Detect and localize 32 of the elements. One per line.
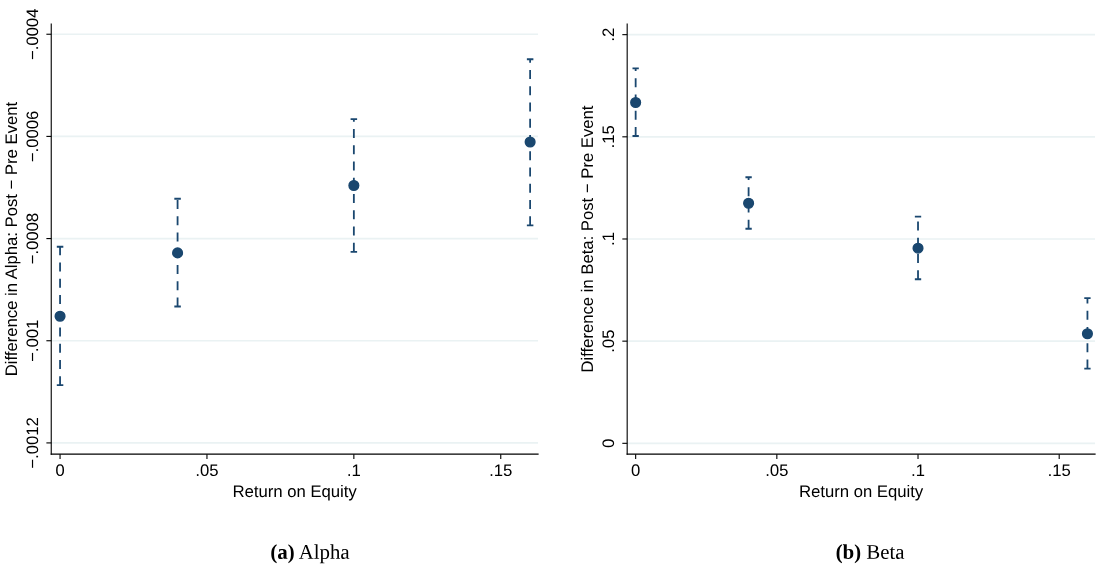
point bbox=[524, 136, 536, 148]
y-tick-label: .05 bbox=[602, 330, 615, 352]
point bbox=[172, 247, 184, 259]
point bbox=[348, 179, 360, 192]
y-axis-title: Difference in Beta: Post − Pre Event bbox=[580, 105, 594, 372]
y-tick-label: −.0006 bbox=[26, 111, 39, 162]
x-axis-title: Return on Equity bbox=[233, 484, 357, 501]
point bbox=[743, 197, 755, 209]
point bbox=[912, 242, 924, 254]
x-tick-label: .05 bbox=[766, 464, 788, 477]
x-tick-label: .05 bbox=[196, 464, 218, 477]
x-tick-label: .1 bbox=[912, 464, 925, 476]
y-tick-label: 0 bbox=[602, 439, 615, 448]
x-tick-label: 0 bbox=[56, 464, 65, 477]
text: (a) Alpha bbox=[271, 544, 350, 564]
x-tick-label: .1 bbox=[348, 464, 360, 476]
x-tick-label: .15 bbox=[490, 464, 512, 477]
text: (b) Beta bbox=[836, 544, 905, 564]
point bbox=[54, 310, 66, 322]
y-tick-label: .1 bbox=[602, 232, 614, 245]
point bbox=[630, 96, 642, 109]
y-axis-title: Difference in Alpha: Post − Pre Event bbox=[4, 102, 21, 375]
y-tick-label: −.0012 bbox=[26, 418, 39, 468]
y-tick-label: −.001 bbox=[26, 320, 39, 362]
y-tick-label: .2 bbox=[602, 28, 614, 41]
y-tick-label: .15 bbox=[602, 125, 615, 147]
x-axis-title: Return on Equity bbox=[800, 484, 924, 501]
x-tick-label: .15 bbox=[1049, 464, 1071, 477]
y-tick-label: −.0004 bbox=[26, 9, 39, 60]
point bbox=[1081, 328, 1093, 340]
y-tick-label: −.0008 bbox=[26, 213, 39, 264]
x-tick-label: 0 bbox=[631, 464, 640, 477]
